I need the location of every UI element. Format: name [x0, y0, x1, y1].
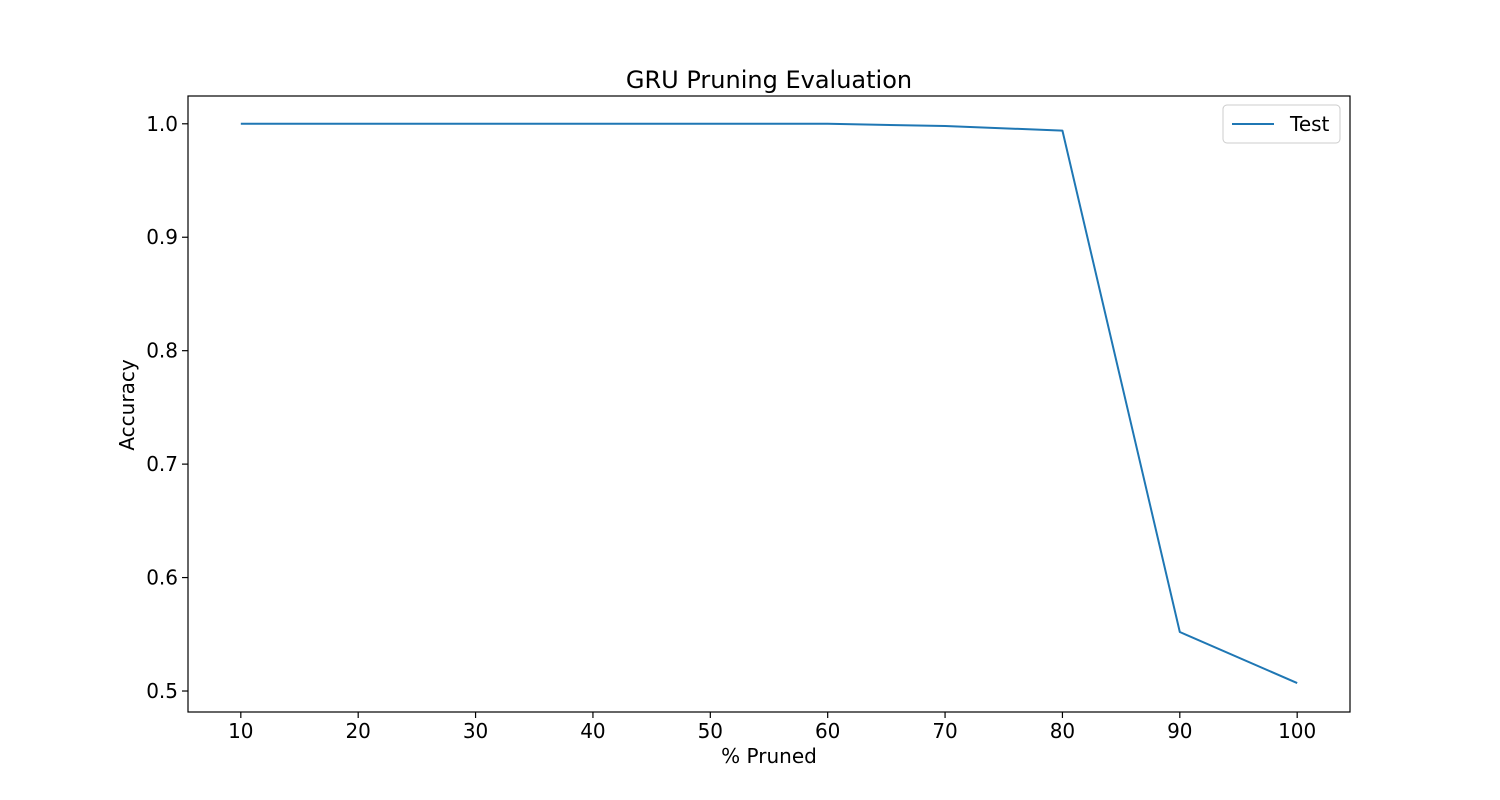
plot-area-frame	[187, 95, 1351, 713]
chart-title: GRU Pruning Evaluation	[626, 66, 912, 94]
x-tick-label: 80	[1050, 719, 1075, 743]
y-tick-label: 0.8	[146, 339, 178, 363]
y-axis-label: Accuracy	[115, 359, 139, 450]
x-tick-label: 50	[698, 719, 723, 743]
x-tick-label: 30	[463, 719, 488, 743]
y-tick-label: 0.9	[146, 225, 178, 249]
x-tick-label: 70	[932, 719, 957, 743]
legend-box	[1222, 104, 1341, 144]
plot-series-layer	[240, 122, 1298, 684]
legend-label-test: Test	[1289, 112, 1330, 136]
x-tick-label: 10	[228, 719, 253, 743]
x-tick-label: 90	[1167, 719, 1192, 743]
x-tick-label: 100	[1278, 719, 1316, 743]
x-tick-label: 60	[815, 719, 840, 743]
x-axis: 10 20 30 40 50 60 70 80 90 100	[228, 712, 1316, 743]
series-line-test	[240, 122, 1298, 684]
x-tick-label: 20	[345, 719, 370, 743]
y-axis: 0.5 0.6 0.7 0.8 0.9 1.0	[146, 112, 188, 703]
y-tick-label: 0.7	[146, 452, 178, 476]
x-tick-label: 40	[580, 719, 605, 743]
x-axis-label: % Pruned	[721, 744, 817, 768]
y-tick-label: 0.6	[146, 566, 178, 590]
legend: Test	[1222, 104, 1341, 144]
y-tick-label: 1.0	[146, 112, 178, 136]
y-tick-label: 0.5	[146, 679, 178, 703]
